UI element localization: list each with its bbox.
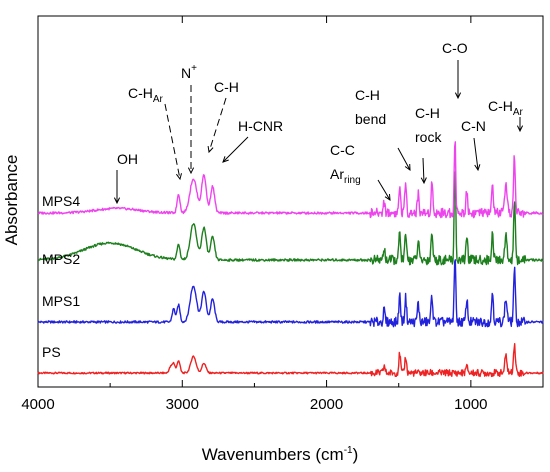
annotation-arrowhead [187, 167, 195, 175]
annotation-label: C-HAr [488, 98, 524, 118]
series-label-mps2: MPS2 [42, 251, 80, 267]
annotation-label-line2: Arring [330, 166, 361, 186]
annotation-label: H-CNR [238, 118, 283, 134]
annotation-label: N+ [181, 63, 197, 81]
annotation-arrow [422, 157, 425, 184]
series-line-ps [37, 343, 544, 378]
plot-frame [37, 15, 544, 388]
y-axis-title: Absorbance [2, 155, 21, 246]
annotation-arrowhead [222, 156, 229, 163]
annotation-arrowhead [404, 163, 411, 172]
series-line-mps4 [37, 141, 544, 219]
annotation-arrow [164, 103, 181, 180]
annotation-arrow [222, 136, 249, 163]
annotation-arrowhead [113, 197, 121, 205]
series-line-mps1 [37, 259, 544, 328]
annotation-label: OH [117, 151, 138, 167]
annotation-arrowhead [516, 125, 524, 133]
x-tick-label: 4000 [21, 396, 54, 413]
x-tick-label: 3000 [166, 396, 199, 413]
annotation-label: C-N [461, 118, 486, 134]
x-tick-label: 1000 [454, 396, 487, 413]
peak-annotations: OH C-HAr N+ C-H H-CNR C-C Arring C-H bend C-H rock… [113, 40, 524, 205]
series-label-ps: PS [42, 344, 61, 360]
x-axis-title: Wavenumbers (cm-1) [202, 445, 359, 464]
annotation-arrow [473, 137, 479, 171]
series-label-mps1: MPS1 [42, 293, 80, 309]
annotation-label: C-C [330, 142, 355, 158]
annotation-label: C-H [415, 105, 440, 121]
series-line-mps2 [37, 171, 544, 266]
annotation-arrowhead [474, 164, 481, 172]
annotation-label-line2: bend [355, 111, 386, 127]
spectra-series [37, 141, 544, 378]
annotation-label: C-H [355, 87, 380, 103]
annotation-arrow [377, 179, 391, 201]
annotation-label: C-O [442, 40, 468, 56]
series-label-mps4: MPS4 [42, 193, 80, 209]
x-tick-label: 2000 [310, 396, 343, 413]
annotation-arrowhead [420, 177, 427, 185]
annotation-arrow [208, 97, 227, 153]
annotation-arrow [397, 147, 411, 171]
annotation-arrowhead [207, 146, 214, 154]
annotation-label: C-H [214, 79, 239, 95]
annotation-label-line2: rock [415, 129, 442, 145]
annotation-label: C-HAr [128, 85, 164, 105]
x-axis-tick-labels: 4000 3000 2000 1000 [21, 396, 487, 413]
series-labels: PS MPS1 MPS2 MPS4 [42, 193, 80, 360]
annotation-arrowhead [176, 173, 182, 181]
x-axis-ticks [37, 16, 472, 387]
annotation-arrowhead [454, 92, 462, 100]
annotation-arrowhead [384, 193, 391, 201]
